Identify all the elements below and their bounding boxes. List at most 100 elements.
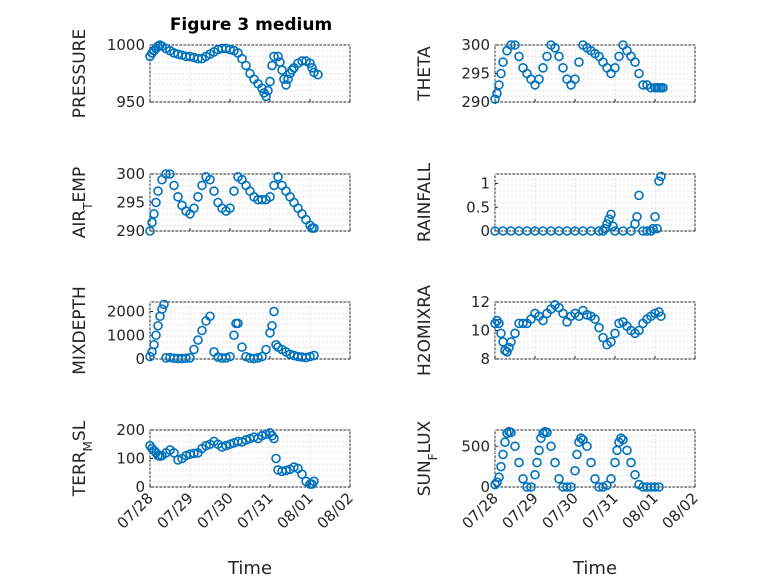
data-point — [590, 314, 600, 324]
data-point — [193, 192, 203, 202]
data-point — [237, 342, 247, 352]
data-point — [514, 457, 524, 468]
y-axis-label: TERRMSL — [70, 420, 95, 497]
data-point — [257, 83, 267, 94]
figure-title: Figure 3 medium — [170, 15, 332, 35]
data-point — [225, 203, 235, 213]
data-point — [185, 353, 195, 363]
data-point — [626, 457, 636, 468]
data-point — [562, 482, 572, 492]
data-point — [518, 318, 528, 329]
data-point — [313, 69, 323, 80]
data-point — [610, 328, 620, 339]
data-point — [630, 469, 640, 480]
data-point — [492, 88, 502, 99]
data-point — [189, 344, 199, 355]
data-point — [494, 80, 504, 90]
data-point — [534, 74, 544, 84]
data-point — [265, 76, 275, 87]
data-point — [305, 351, 315, 362]
data-point — [554, 474, 564, 484]
data-point — [273, 51, 283, 62]
data-point — [590, 474, 600, 484]
data-point — [586, 457, 596, 468]
y-tick-label: 1 — [480, 175, 490, 193]
data-point — [510, 328, 520, 339]
data-point — [626, 226, 636, 236]
data-point — [506, 337, 516, 347]
data-point — [558, 63, 568, 73]
data-point — [604, 214, 614, 224]
y-tick-label: 300 — [116, 165, 145, 183]
y-tick-label: 1000 — [107, 36, 145, 54]
data-point — [496, 461, 506, 472]
y-axis-label: THETA — [415, 46, 435, 102]
subplot-rainfall: 0 0.5 1 RAINFALL — [415, 162, 696, 242]
data-point — [534, 445, 544, 456]
data-point — [608, 221, 618, 232]
data-point — [257, 194, 267, 205]
data-point — [598, 332, 608, 343]
data-point — [490, 94, 500, 104]
data-point — [149, 339, 159, 350]
y-tick-label: 0 — [135, 350, 145, 368]
data-point — [173, 192, 183, 202]
data-point — [257, 351, 267, 362]
y-tick-label: 12 — [471, 293, 490, 311]
data-point — [642, 226, 652, 236]
x-tick-label: 08/02 — [314, 489, 357, 532]
y-tick-label: 0.5 — [466, 198, 490, 216]
data-point — [650, 211, 660, 222]
data-point — [281, 465, 291, 476]
data-point — [506, 427, 516, 438]
data-point — [287, 65, 297, 75]
data-point — [273, 172, 283, 182]
data-point — [147, 217, 157, 228]
data-point — [506, 40, 516, 50]
y-tick-label: 950 — [116, 93, 145, 111]
data-point — [267, 320, 277, 331]
data-point — [309, 223, 319, 233]
data-point — [229, 186, 239, 196]
data-point — [554, 51, 564, 62]
data-point — [281, 80, 291, 90]
data-point — [616, 433, 626, 443]
data-point — [532, 457, 542, 468]
data-point — [261, 91, 271, 102]
data-point — [159, 299, 169, 310]
subplot-sun-flux: 050007/2807/2907/3007/3108/0108/02SUNFLU… — [415, 420, 702, 579]
data-point — [169, 447, 179, 458]
data-point — [658, 82, 668, 93]
data-point — [622, 445, 632, 456]
data-point — [145, 226, 155, 236]
data-point — [514, 51, 524, 62]
data-point — [309, 476, 319, 487]
data-point — [598, 226, 608, 236]
data-point — [618, 434, 628, 445]
data-point — [538, 315, 548, 326]
data-point — [153, 186, 163, 196]
y-tick-label: 0 — [480, 222, 490, 240]
data-point — [634, 325, 644, 336]
data-point — [205, 174, 215, 185]
data-point — [253, 353, 263, 363]
x-tick-label: 08/01 — [619, 489, 662, 532]
y-tick-label: 10 — [471, 322, 490, 340]
x-tick-label: 07/30 — [539, 489, 582, 532]
y-axis-label: H2OMIXRA — [415, 285, 435, 376]
data-point — [654, 482, 664, 492]
data-point — [297, 469, 307, 479]
data-point — [542, 51, 552, 62]
data-point — [271, 339, 281, 350]
x-tick-label: 07/31 — [579, 489, 622, 532]
data-point — [570, 465, 580, 476]
data-point — [165, 169, 175, 179]
data-point — [538, 428, 548, 439]
data-point — [602, 219, 612, 229]
data-point — [550, 457, 560, 468]
subplot-h2omixra: 8 10 12 H2OMIXRA — [415, 285, 696, 376]
subplot-terr-msl: 010020007/2807/2907/3007/3108/0108/02TER… — [70, 420, 357, 579]
data-point — [576, 433, 586, 443]
data-point — [305, 58, 315, 69]
